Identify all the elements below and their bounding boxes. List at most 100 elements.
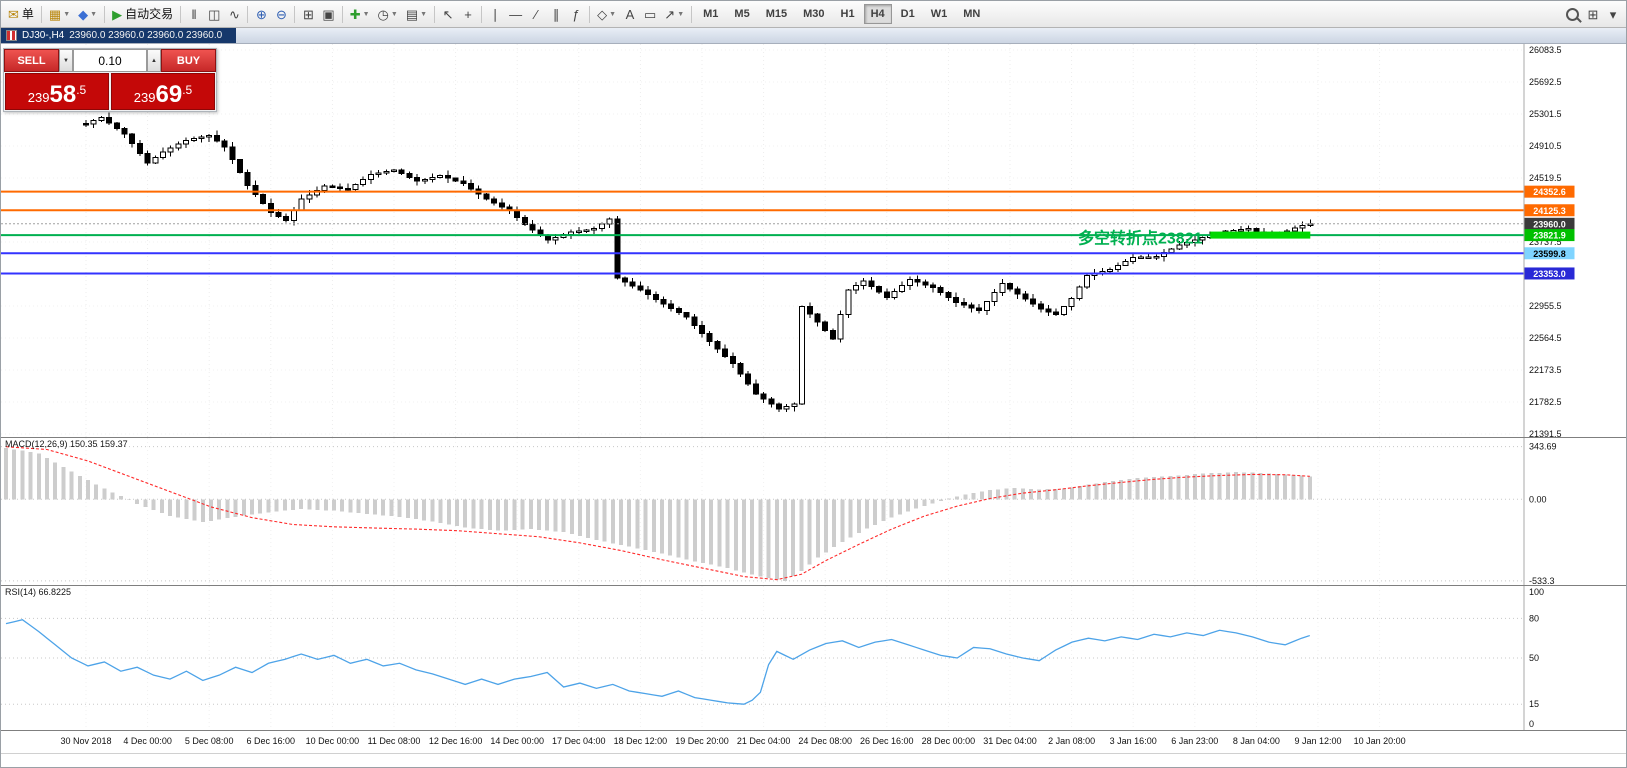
periods-button[interactable]: ◷ ▼ xyxy=(374,3,402,25)
label-button[interactable]: ▭ xyxy=(640,3,660,25)
price-badge xyxy=(1524,267,1575,280)
volume-down-button[interactable]: ▼ xyxy=(59,49,73,72)
chevron-down-icon: ▼ xyxy=(90,10,98,18)
sell-price-big: 58 xyxy=(49,81,77,109)
price-badge xyxy=(1524,185,1575,198)
toolbar-separator xyxy=(691,5,693,23)
chevron-down-icon: ▼ xyxy=(362,10,370,18)
trendline-icon: ∕ xyxy=(534,6,538,22)
timeframe-button-mn[interactable]: MN xyxy=(956,4,987,24)
sell-button[interactable]: SELL xyxy=(4,49,59,72)
toolbar-separator xyxy=(481,5,483,23)
vertical-line-button[interactable]: ∣ xyxy=(485,3,505,25)
price-badge xyxy=(1524,217,1575,230)
timeframe-button-h1[interactable]: H1 xyxy=(834,4,862,24)
zoom-out-button[interactable]: ⊖ xyxy=(271,3,291,25)
channel-button[interactable]: ∥ xyxy=(546,3,566,25)
time-axis-label: 6 Dec 16:00 xyxy=(246,736,296,746)
indicators-button[interactable]: ✚ ▼ xyxy=(346,3,374,25)
line-chart-button[interactable]: ∿ xyxy=(224,3,244,25)
rsi-tick-label: 80 xyxy=(1529,613,1539,623)
time-axis-label: 2 Jan 08:00 xyxy=(1048,736,1096,746)
rsi-chart[interactable]: 100 80 50 15 0 xyxy=(1,586,1627,730)
tile-windows-button[interactable]: ⊞ xyxy=(298,3,318,25)
autotrading-button-label: 自动交易 xyxy=(125,7,174,21)
autotrading-button[interactable]: ▶ 自动交易 xyxy=(108,3,177,25)
main-chart-panel: 多空转折点23821 26083.5 25692.5 25301.5 24910.5 24… xyxy=(1,44,1626,438)
price-tick-label: 24910.5 xyxy=(1529,141,1562,151)
new-order-button[interactable]: ✉ 单 xyxy=(4,3,38,25)
time-axis-label: 8 Jan 04:00 xyxy=(1232,736,1280,746)
label-icon: ▭ xyxy=(644,6,657,22)
volume-input[interactable] xyxy=(73,49,147,72)
timeframe-button-h4[interactable]: H4 xyxy=(863,4,892,24)
chart-title-symbol: DJ30-,H4 xyxy=(22,30,65,41)
toolbar-separator xyxy=(434,5,436,23)
horizontal-line-button[interactable]: ― xyxy=(505,3,526,25)
timeframe-button-m15[interactable]: M15 xyxy=(759,4,794,24)
time-axis-label: 12 Dec 16:00 xyxy=(428,736,483,746)
search-button[interactable] xyxy=(1562,3,1583,25)
time-axis[interactable]: 30 Nov 2018 4 Dec 00:00 5 Dec 08:00 6 Dec 1… xyxy=(1,731,1626,754)
zoom-in-button[interactable]: ⊕ xyxy=(251,3,271,25)
time-axis-label: 4 Dec 00:00 xyxy=(123,736,172,746)
bar-chart-button[interactable]: ‖ xyxy=(184,3,204,25)
highlight-segment xyxy=(1210,231,1311,239)
chart-title-tab[interactable]: DJ30-,H4 23960.0 23960.0 23960.0 23960.0 xyxy=(1,28,237,43)
time-axis-label: 24 Dec 08:00 xyxy=(798,736,852,746)
charts-menu-icon: ▦ xyxy=(48,6,62,22)
one-click-prices-row: 239 58.5 239 69.5 xyxy=(4,72,216,111)
candlestick-button[interactable]: ◫ xyxy=(204,3,224,25)
text-button[interactable]: A xyxy=(620,3,640,25)
time-axis-label: 26 Dec 16:00 xyxy=(860,736,914,746)
time-axis-label: 14 Dec 00:00 xyxy=(490,736,544,746)
chart-titlebar: DJ30-,H4 23960.0 23960.0 23960.0 23960.0 xyxy=(1,28,1626,44)
periods-icon: ◷ xyxy=(377,6,389,22)
macd-label: MACD(12,26,9) 150.35 159.37 xyxy=(5,439,128,449)
shapes-button[interactable]: ◇ ▼ xyxy=(593,3,620,25)
sell-price-button[interactable]: 239 58.5 xyxy=(5,73,109,110)
crosshair-button[interactable]: + xyxy=(458,3,478,25)
price-tick-label: 22955.5 xyxy=(1529,301,1562,311)
macd-signal-line xyxy=(5,446,1310,581)
timeframe-button-w1[interactable]: W1 xyxy=(924,4,955,24)
new-window-button[interactable]: ⊞ xyxy=(1583,3,1603,25)
sell-price-frac: .5 xyxy=(76,83,87,97)
buy-button[interactable]: BUY xyxy=(161,49,216,72)
chevron-down-icon: ▼ xyxy=(609,10,616,18)
timeframe-button-m1[interactable]: M1 xyxy=(696,4,725,24)
auto-arrange-button[interactable]: ▣ xyxy=(318,3,338,25)
timeframe-button-m5[interactable]: M5 xyxy=(727,4,756,24)
candlestick-icon: ◫ xyxy=(208,6,221,22)
macd-tick-label: 343.69 xyxy=(1529,442,1557,452)
macd-chart[interactable]: 343.69 0.00 -533.3 xyxy=(1,438,1627,585)
volume-up-button[interactable]: ▲ xyxy=(147,49,161,72)
timeframe-button-m30[interactable]: M30 xyxy=(796,4,831,24)
svg-text:24352.6: 24352.6 xyxy=(1533,187,1566,197)
price-tick-label: 26083.5 xyxy=(1529,45,1562,55)
svg-text:23960.0: 23960.0 xyxy=(1533,219,1566,229)
profiles-button[interactable]: ◆ ▼ xyxy=(74,3,101,25)
templates-icon: ▤ xyxy=(405,6,419,22)
cursor-button[interactable]: ↖ xyxy=(438,3,458,25)
zoom-in-icon: ⊕ xyxy=(255,6,267,22)
timeframe-group: M1 M5 M15 M30 H1 H4 D1 W1 MN xyxy=(695,1,988,27)
one-click-controls-row: SELL ▼ ▲ BUY xyxy=(4,49,216,72)
trendline-button[interactable]: ∕ xyxy=(526,3,546,25)
arrows-button[interactable]: ↗ ▼ xyxy=(660,3,688,25)
new-order-icon: ✉ xyxy=(8,6,19,22)
tile-windows-icon: ⊞ xyxy=(302,6,314,22)
charts-menu-button[interactable]: ▦ ▼ xyxy=(45,3,74,25)
toolbar-menu-button[interactable]: ▾ xyxy=(1603,3,1623,25)
bar-chart-icon: ‖ xyxy=(191,6,197,22)
time-axis-label: 19 Dec 20:00 xyxy=(675,736,729,746)
candlestick-chart[interactable]: 多空转折点23821 26083.5 25692.5 25301.5 24910.5 24… xyxy=(1,44,1627,437)
cursor-icon: ↖ xyxy=(442,6,454,22)
rsi-tick-label: 50 xyxy=(1529,653,1539,663)
toolbar-right-group: ⊞ ▾ xyxy=(1562,1,1623,27)
templates-button[interactable]: ▤ ▼ xyxy=(402,3,431,25)
buy-price-button[interactable]: 239 69.5 xyxy=(111,73,215,110)
timeframe-button-d1[interactable]: D1 xyxy=(894,4,922,24)
chart-window-icon xyxy=(6,30,17,41)
fibonacci-button[interactable]: ƒ xyxy=(566,3,586,25)
